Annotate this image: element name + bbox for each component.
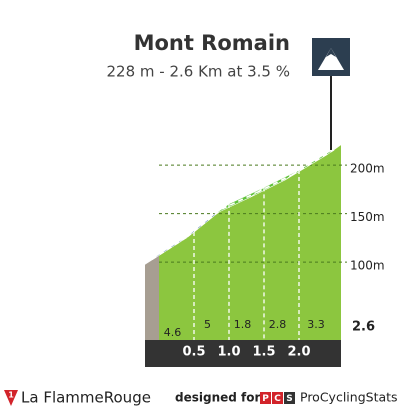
- end-distance: 2.6: [352, 320, 375, 335]
- flamme-logo: [4, 390, 18, 406]
- x-tick-label: 1.5: [252, 345, 275, 360]
- gradient-label: 1.8: [234, 318, 252, 331]
- designed-for: designed for: [175, 391, 260, 405]
- gradient-label: 4.6: [164, 326, 182, 339]
- site-name: ProCyclingStats: [300, 390, 398, 405]
- surface-dash: [256, 174, 293, 194]
- summit-icon: [312, 38, 350, 150]
- chart-title: Mont Romain: [134, 31, 290, 55]
- y-tick-label: 150m: [350, 210, 385, 224]
- logo-number: 1: [8, 391, 14, 400]
- gradient-label: 2.8: [269, 318, 287, 331]
- gradient-label: 3.3: [307, 318, 325, 331]
- x-tick-label: 1.0: [217, 345, 240, 360]
- x-tick-label: 2.0: [287, 345, 310, 360]
- y-tick-label: 200m: [350, 162, 385, 176]
- distance-band: [145, 340, 341, 367]
- side-face: [145, 254, 159, 340]
- pcs-box: [260, 392, 271, 404]
- profile-face: [159, 144, 341, 340]
- pcs-box: [284, 392, 295, 404]
- brand: La FlammeRouge: [21, 389, 151, 407]
- pcs-letter: P: [262, 394, 269, 404]
- y-tick-label: 100m: [350, 259, 385, 273]
- x-tick-label: 0.5: [182, 345, 205, 360]
- gradient-label: 5: [204, 318, 211, 331]
- pcs-letter: S: [286, 394, 292, 404]
- chart-subtitle: 228 m - 2.6 Km at 3.5 %: [106, 63, 290, 81]
- surface-dash: [151, 236, 188, 261]
- surface-dash: [291, 149, 335, 176]
- pcs-box: [272, 392, 283, 404]
- pcs-letter: C: [274, 394, 281, 404]
- surface-dash: [221, 191, 258, 210]
